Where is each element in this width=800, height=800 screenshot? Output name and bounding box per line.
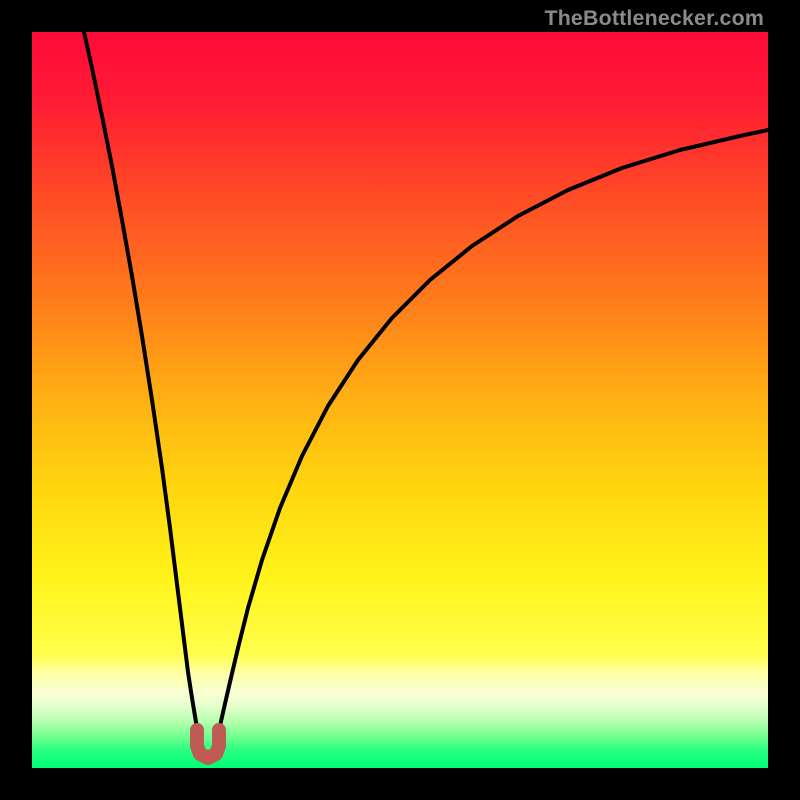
chart-frame: TheBottlenecker.com [0,0,800,800]
curve-layer [32,32,768,768]
watermark-text: TheBottlenecker.com [544,6,764,31]
curve-left-branch [84,32,198,734]
dip-u-marker [197,730,219,758]
curve-right-branch [218,130,768,734]
plot-area [32,32,768,768]
